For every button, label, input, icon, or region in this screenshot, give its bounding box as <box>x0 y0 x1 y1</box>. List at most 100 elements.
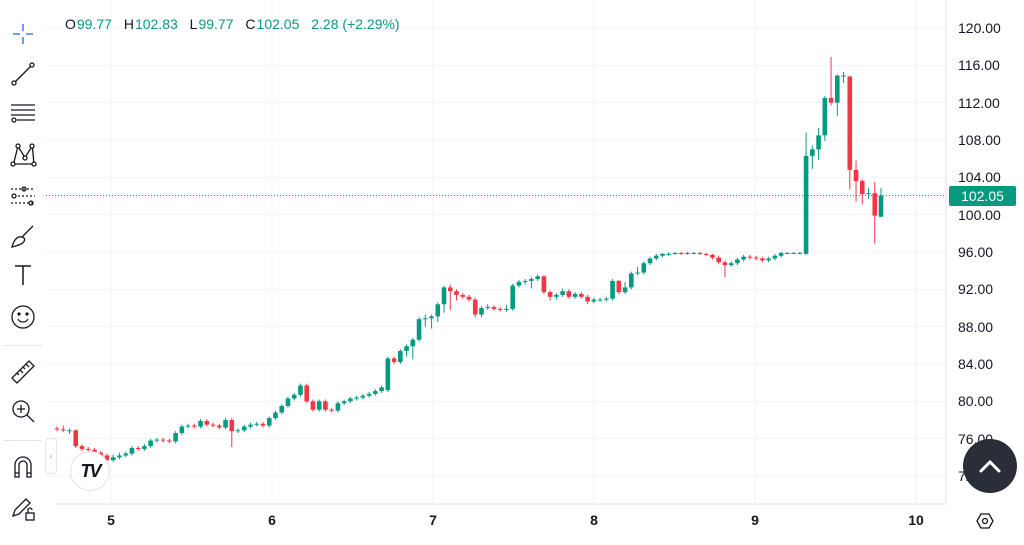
candle <box>866 187 871 199</box>
candle-body <box>198 420 203 427</box>
trend-line-tool[interactable] <box>6 57 40 91</box>
candle-body <box>273 412 278 419</box>
crosshair-tool[interactable] <box>6 17 40 51</box>
open-label: O <box>65 16 76 32</box>
forecast-tool[interactable] <box>6 179 40 213</box>
candle <box>591 297 597 304</box>
emoji-tool[interactable] <box>6 300 40 334</box>
candle-body <box>591 299 597 302</box>
candle <box>778 252 784 258</box>
candle <box>516 280 522 288</box>
candle <box>572 292 578 299</box>
candle-body <box>229 420 235 432</box>
candle-body <box>429 316 434 319</box>
candle <box>192 423 197 429</box>
magnet-tool[interactable] <box>6 449 40 483</box>
scroll-to-top-button[interactable] <box>963 439 1017 493</box>
candle <box>622 281 628 294</box>
candle-body <box>554 294 559 297</box>
candle <box>872 182 878 244</box>
candle-body <box>691 252 697 254</box>
candle <box>803 132 809 255</box>
candle <box>460 293 466 299</box>
candle <box>60 425 66 433</box>
candle <box>435 302 441 322</box>
candle <box>204 419 210 427</box>
candle-body <box>110 457 116 461</box>
chart-settings-icon[interactable] <box>975 511 995 531</box>
candle-body <box>803 155 809 254</box>
lock-drawings-tool[interactable] <box>6 491 40 525</box>
text-tool[interactable] <box>6 258 40 292</box>
candle-body <box>541 276 547 293</box>
ruler-tool[interactable] <box>6 355 40 389</box>
candle-body <box>472 299 478 315</box>
candle-body <box>604 298 609 300</box>
candle <box>716 255 721 265</box>
candle-body <box>772 255 778 259</box>
price-tick-label: 120.00 <box>958 20 1001 36</box>
price-tick-label: 96.00 <box>958 244 994 260</box>
candle <box>766 256 771 263</box>
candle <box>135 446 141 451</box>
candle-body <box>666 253 672 255</box>
candle-body <box>872 193 878 216</box>
candle-body <box>822 98 828 136</box>
candle-body <box>366 393 372 396</box>
candle-body <box>85 448 91 450</box>
candle <box>710 253 715 260</box>
candle-body <box>485 307 491 309</box>
candle <box>329 407 334 413</box>
candle-body <box>316 401 322 410</box>
candle-body <box>572 294 578 297</box>
candle <box>466 294 472 302</box>
fib-tool[interactable] <box>6 96 40 130</box>
emoji-icon <box>11 305 35 329</box>
candle-body <box>223 420 228 428</box>
candle <box>753 255 759 261</box>
candle-body <box>678 252 684 254</box>
candle-body <box>298 385 303 395</box>
candle <box>54 426 60 432</box>
candle-body <box>142 446 147 449</box>
candle-body <box>660 253 665 256</box>
candle-body <box>735 259 740 264</box>
candle <box>285 396 291 408</box>
candle-body <box>841 75 846 77</box>
candle <box>110 454 116 462</box>
candle-body <box>622 287 628 293</box>
candle-body <box>835 75 840 103</box>
candle-body <box>410 339 416 347</box>
candle <box>641 261 647 275</box>
tradingview-logo[interactable]: TV <box>70 451 110 491</box>
change-value: 2.28 (+2.29%) <box>311 16 400 32</box>
candle-body <box>685 252 690 254</box>
candle <box>167 438 172 444</box>
candle <box>304 383 309 404</box>
lock-drawings-icon <box>11 498 35 521</box>
candle-body <box>160 439 166 441</box>
candle <box>660 252 665 258</box>
candle-body <box>167 440 172 442</box>
candle <box>310 399 316 412</box>
forecast-icon <box>11 186 35 206</box>
candle-body <box>217 425 222 428</box>
candle <box>429 314 434 329</box>
brush-tool[interactable] <box>6 220 40 254</box>
candle-body <box>441 287 447 305</box>
candle <box>454 289 459 301</box>
candle <box>678 252 684 255</box>
zoom-in-tool[interactable] <box>6 394 40 428</box>
candle <box>560 288 565 297</box>
price-tick-label: 104.00 <box>958 169 1001 186</box>
candle-body <box>497 308 503 310</box>
candle-body <box>373 391 378 394</box>
candle <box>610 279 615 301</box>
candle-body <box>597 299 603 301</box>
candle <box>491 305 497 311</box>
collapse-toolbar-handle[interactable]: ‹ <box>45 438 57 474</box>
pattern-tool[interactable] <box>6 138 40 172</box>
candle <box>735 257 740 266</box>
candle-body <box>416 319 422 340</box>
